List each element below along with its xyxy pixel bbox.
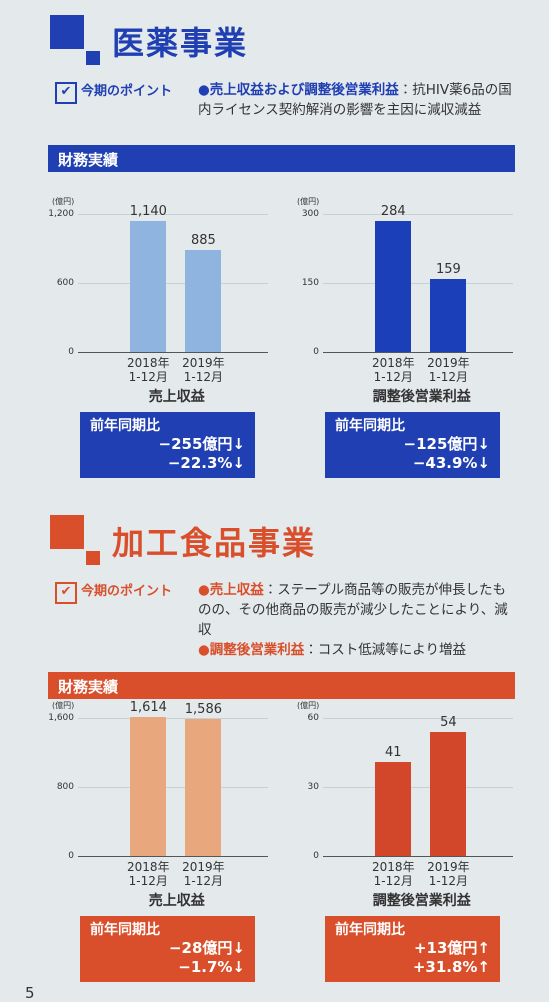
bar-chart: (億円) 0 800 1,600 1,614 2018年 1-12月 1,586 2019年 … [40, 700, 270, 990]
yoy-label: 前年同期比 [90, 418, 160, 434]
y-tick-label: 0 [313, 347, 319, 357]
yoy-box: 前年同期比 −255億円↓ −22.3%↓ [80, 412, 255, 478]
point-text: ：ステープル商品等の販売が伸長したものの、その他商品の販売が減少したことにより、… [198, 582, 508, 638]
y-tick-label: 0 [68, 851, 74, 861]
bar [185, 719, 222, 856]
point: ●売上収益：ステープル商品等の販売が伸長したものの、その他商品の販売が減少したこ… [198, 580, 518, 640]
grid-line [323, 856, 513, 857]
value-label: 1,140 [129, 203, 167, 219]
grid-line [78, 787, 268, 788]
value-label: 54 [440, 714, 457, 730]
results-banner: 財務実績 [48, 145, 515, 172]
yoy-box: 前年同期比 −28億円↓ −1.7%↓ [80, 916, 255, 982]
bar [375, 761, 412, 856]
unit-label: (億円) [297, 197, 320, 206]
yoy-box: 前年同期比 −125億円↓ −43.9%↓ [325, 412, 500, 478]
grid-line [323, 283, 513, 284]
y-tick-label: 150 [301, 278, 319, 288]
bar [130, 716, 167, 856]
yoy-box: 前年同期比 +13億円↑ +31.8%↑ [325, 916, 500, 982]
chart-title: 売上収益 [148, 893, 205, 909]
bar-chart: (億円) 0 600 1,200 1,140 2018年 1-12月 885 2019年 1-… [40, 196, 270, 486]
point-heading: ●売上収益 [198, 582, 264, 598]
section-title: 医薬事業 [112, 24, 249, 62]
value-label: 41 [385, 744, 402, 760]
y-tick-label: 30 [307, 782, 319, 792]
x-tick-label: 2019年 1-12月 [182, 860, 225, 888]
unit-label: (億円) [52, 701, 75, 710]
grid-line [323, 352, 513, 353]
points: ●売上収益および調整後営業利益：抗HIV薬6品の国内ライセンス契約解消の影響を主… [198, 80, 518, 120]
bar [430, 278, 467, 352]
yoy-value: −255億円↓ [158, 435, 245, 453]
point-label: 今期のポイント [55, 580, 172, 604]
results-banner: 財務実績 [48, 672, 515, 699]
chart-title: 調整後営業利益 [372, 893, 471, 909]
chart-title: 売上収益 [148, 389, 205, 405]
bar [375, 221, 412, 352]
grid-line [78, 856, 268, 857]
point: ●売上収益および調整後営業利益：抗HIV薬6品の国内ライセンス契約解消の影響を主… [198, 80, 518, 120]
y-tick-label: 60 [307, 713, 319, 723]
x-tick-label: 2019年 1-12月 [427, 860, 470, 888]
section-title: 加工食品事業 [112, 524, 317, 562]
point-text: ：コスト低減等により増益 [304, 642, 467, 658]
yoy-value: −22.3%↓ [167, 454, 245, 472]
chart-title: 調整後営業利益 [372, 389, 471, 405]
yoy-value: +13億円↑ [413, 939, 490, 957]
x-tick-label: 2018年 1-12月 [127, 860, 170, 888]
yoy-value: −125億円↓ [403, 435, 490, 453]
unit-label: (億円) [297, 701, 320, 710]
x-tick-label: 2019年 1-12月 [427, 356, 470, 384]
grid-line [78, 718, 268, 719]
point-label: 今期のポイント [55, 80, 172, 104]
point: ●調整後営業利益：コスト低減等により増益 [198, 640, 518, 660]
x-tick-label: 2018年 1-12月 [127, 356, 170, 384]
y-tick-label: 800 [56, 782, 74, 792]
value-label: 1,586 [184, 702, 222, 718]
y-tick-label: 0 [313, 851, 319, 861]
point-text: ：抗HIV薬6品の国内ライセンス契約解消の影響を主因に減収減益 [198, 82, 512, 118]
yoy-label: 前年同期比 [335, 922, 405, 938]
pharma-section: 医薬事業 今期のポイント ●売上収益および調整後営業利益：抗HIV薬6品の国内ラ… [0, 0, 549, 500]
y-tick-label: 600 [56, 278, 74, 288]
x-tick-label: 2019年 1-12月 [182, 356, 225, 384]
bar [430, 731, 467, 856]
points: ●売上収益：ステープル商品等の販売が伸長したものの、その他商品の販売が減少したこ… [198, 580, 518, 660]
grid-line [323, 787, 513, 788]
bar [185, 250, 222, 352]
point-heading: ●売上収益および調整後営業利益 [198, 82, 399, 98]
y-tick-label: 1,600 [48, 713, 74, 723]
point-heading: ●調整後営業利益 [198, 642, 305, 658]
page-number: 5 [25, 984, 35, 1002]
value-label: 159 [435, 261, 461, 277]
value-label: 1,614 [129, 699, 167, 715]
bar [130, 220, 167, 352]
food-section: 加工食品事業 今期のポイント ●売上収益：ステープル商品等の販売が伸長したものの… [0, 500, 549, 1000]
icon [50, 15, 102, 67]
yoy-value: −43.9%↓ [412, 454, 490, 472]
y-tick-label: 0 [68, 347, 74, 357]
value-label: 885 [190, 233, 216, 249]
grid-line [78, 283, 268, 284]
unit-label: (億円) [52, 197, 75, 206]
grid-line [323, 214, 513, 215]
grid-line [323, 718, 513, 719]
yoy-label: 前年同期比 [335, 418, 405, 434]
grid-line [78, 352, 268, 353]
value-label: 284 [380, 204, 406, 220]
yoy-value: −28億円↓ [168, 939, 245, 957]
bar-chart: (億円) 0 150 300 284 2018年 1-12月 159 2019年 1-12月調… [285, 196, 515, 486]
bar-chart: (億円) 0 30 60 41 2018年 1-12月 54 2019年 1-12月調整後営業… [285, 700, 515, 990]
yoy-value: +31.8%↑ [412, 958, 490, 976]
yoy-label: 前年同期比 [90, 922, 160, 938]
y-tick-label: 1,200 [48, 209, 74, 219]
icon [50, 515, 102, 567]
x-tick-label: 2018年 1-12月 [372, 356, 415, 384]
yoy-value: −1.7%↓ [178, 958, 245, 976]
y-tick-label: 300 [301, 209, 319, 219]
grid-line [78, 214, 268, 215]
x-tick-label: 2018年 1-12月 [372, 860, 415, 888]
